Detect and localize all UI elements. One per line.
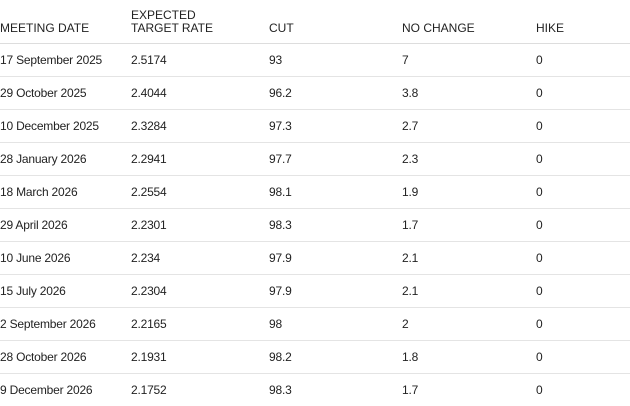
table-cell: 2.3284 [131, 119, 167, 133]
table-cell: 97.7 [269, 152, 292, 166]
table-cell: 0 [536, 350, 543, 364]
table-cell: 97.3 [269, 119, 292, 133]
table-cell: 9 December 2026 [0, 383, 93, 397]
table-cell: 98.2 [269, 350, 292, 364]
table-cell: 0 [536, 383, 543, 397]
table-cell: 2 [402, 317, 409, 331]
table-row: 15 July 2026 2.2304 97.9 2.1 0 [0, 274, 630, 308]
table-row: 29 April 2026 2.2301 98.3 1.7 0 [0, 208, 630, 242]
table-cell: 28 October 2026 [0, 350, 87, 364]
table-cell: 1.7 [402, 383, 419, 397]
table-cell: 2.1931 [131, 350, 167, 364]
table-cell: 0 [536, 53, 543, 67]
table-cell: 98.3 [269, 383, 292, 397]
table-cell: 17 September 2025 [0, 53, 103, 67]
table-cell: 93 [269, 53, 282, 67]
table-cell: 0 [536, 218, 543, 232]
table-row: 29 October 2025 2.4044 96.2 3.8 0 [0, 76, 630, 110]
table-row: 28 January 2026 2.2941 97.7 2.3 0 [0, 142, 630, 176]
column-header: NO CHANGE [402, 21, 475, 35]
table-cell: 0 [536, 119, 543, 133]
table-cell: 29 April 2026 [0, 218, 68, 232]
table-cell: 98.1 [269, 185, 292, 199]
table-cell: 97.9 [269, 284, 292, 298]
table-cell: 2.7 [402, 119, 419, 133]
table-cell: 2 September 2026 [0, 317, 96, 331]
table-cell: 0 [536, 185, 543, 199]
table-cell: 1.7 [402, 218, 419, 232]
table-row: 10 June 2026 2.234 97.9 2.1 0 [0, 241, 630, 275]
table-cell: 2.1752 [131, 383, 167, 397]
table-cell: 2.3 [402, 152, 419, 166]
table-cell: 2.2554 [131, 185, 167, 199]
column-header: HIKE [536, 21, 565, 35]
table-row: 28 October 2026 2.1931 98.2 1.8 0 [0, 340, 630, 374]
table-cell: 0 [536, 284, 543, 298]
table-cell: 0 [536, 251, 543, 265]
table-row: 17 September 2025 2.5174 93 7 0 [0, 43, 630, 77]
table-cell: 2.2301 [131, 218, 167, 232]
table-cell: 2.2941 [131, 152, 167, 166]
table-cell: 0 [536, 152, 543, 166]
table-cell: 3.8 [402, 86, 419, 100]
column-header: EXPECTED TARGET RATE [131, 8, 214, 35]
table-cell: 15 July 2026 [0, 284, 66, 298]
table-cell: 10 June 2026 [0, 251, 71, 265]
table-cell: 0 [536, 317, 543, 331]
table-cell: 29 October 2025 [0, 86, 87, 100]
table-cell: 7 [402, 53, 409, 67]
table-row: 2 September 2026 2.2165 98 2 0 [0, 307, 630, 341]
table-cell: 1.8 [402, 350, 419, 364]
table-cell: 28 January 2026 [0, 152, 87, 166]
table-cell: 2.4044 [131, 86, 167, 100]
table-cell: 2.1 [402, 284, 419, 298]
table-cell: 1.9 [402, 185, 419, 199]
table-cell: 96.2 [269, 86, 292, 100]
column-header: MEETING DATE [0, 21, 90, 35]
table-cell: 2.2165 [131, 317, 167, 331]
table-cell: 2.2304 [131, 284, 167, 298]
table-cell: 2.5174 [131, 53, 167, 67]
table-cell: 98.3 [269, 218, 292, 232]
table-row: 9 December 2026 2.1752 98.3 1.7 0 [0, 373, 630, 406]
table-row: 18 March 2026 2.2554 98.1 1.9 0 [0, 175, 630, 209]
table-cell: 98 [269, 317, 282, 331]
table-header: MEETING DATE EXPECTED TARGET RATE CUT NO CH… [0, 0, 630, 44]
table-cell: 0 [536, 86, 543, 100]
column-header: CUT [269, 21, 294, 35]
table-cell: 10 December 2025 [0, 119, 99, 133]
table-cell: 18 March 2026 [0, 185, 78, 199]
table-row: 10 December 2025 2.3284 97.3 2.7 0 [0, 109, 630, 143]
table-cell: 2.1 [402, 251, 419, 265]
table-cell: 2.234 [131, 251, 161, 265]
table-cell: 97.9 [269, 251, 292, 265]
